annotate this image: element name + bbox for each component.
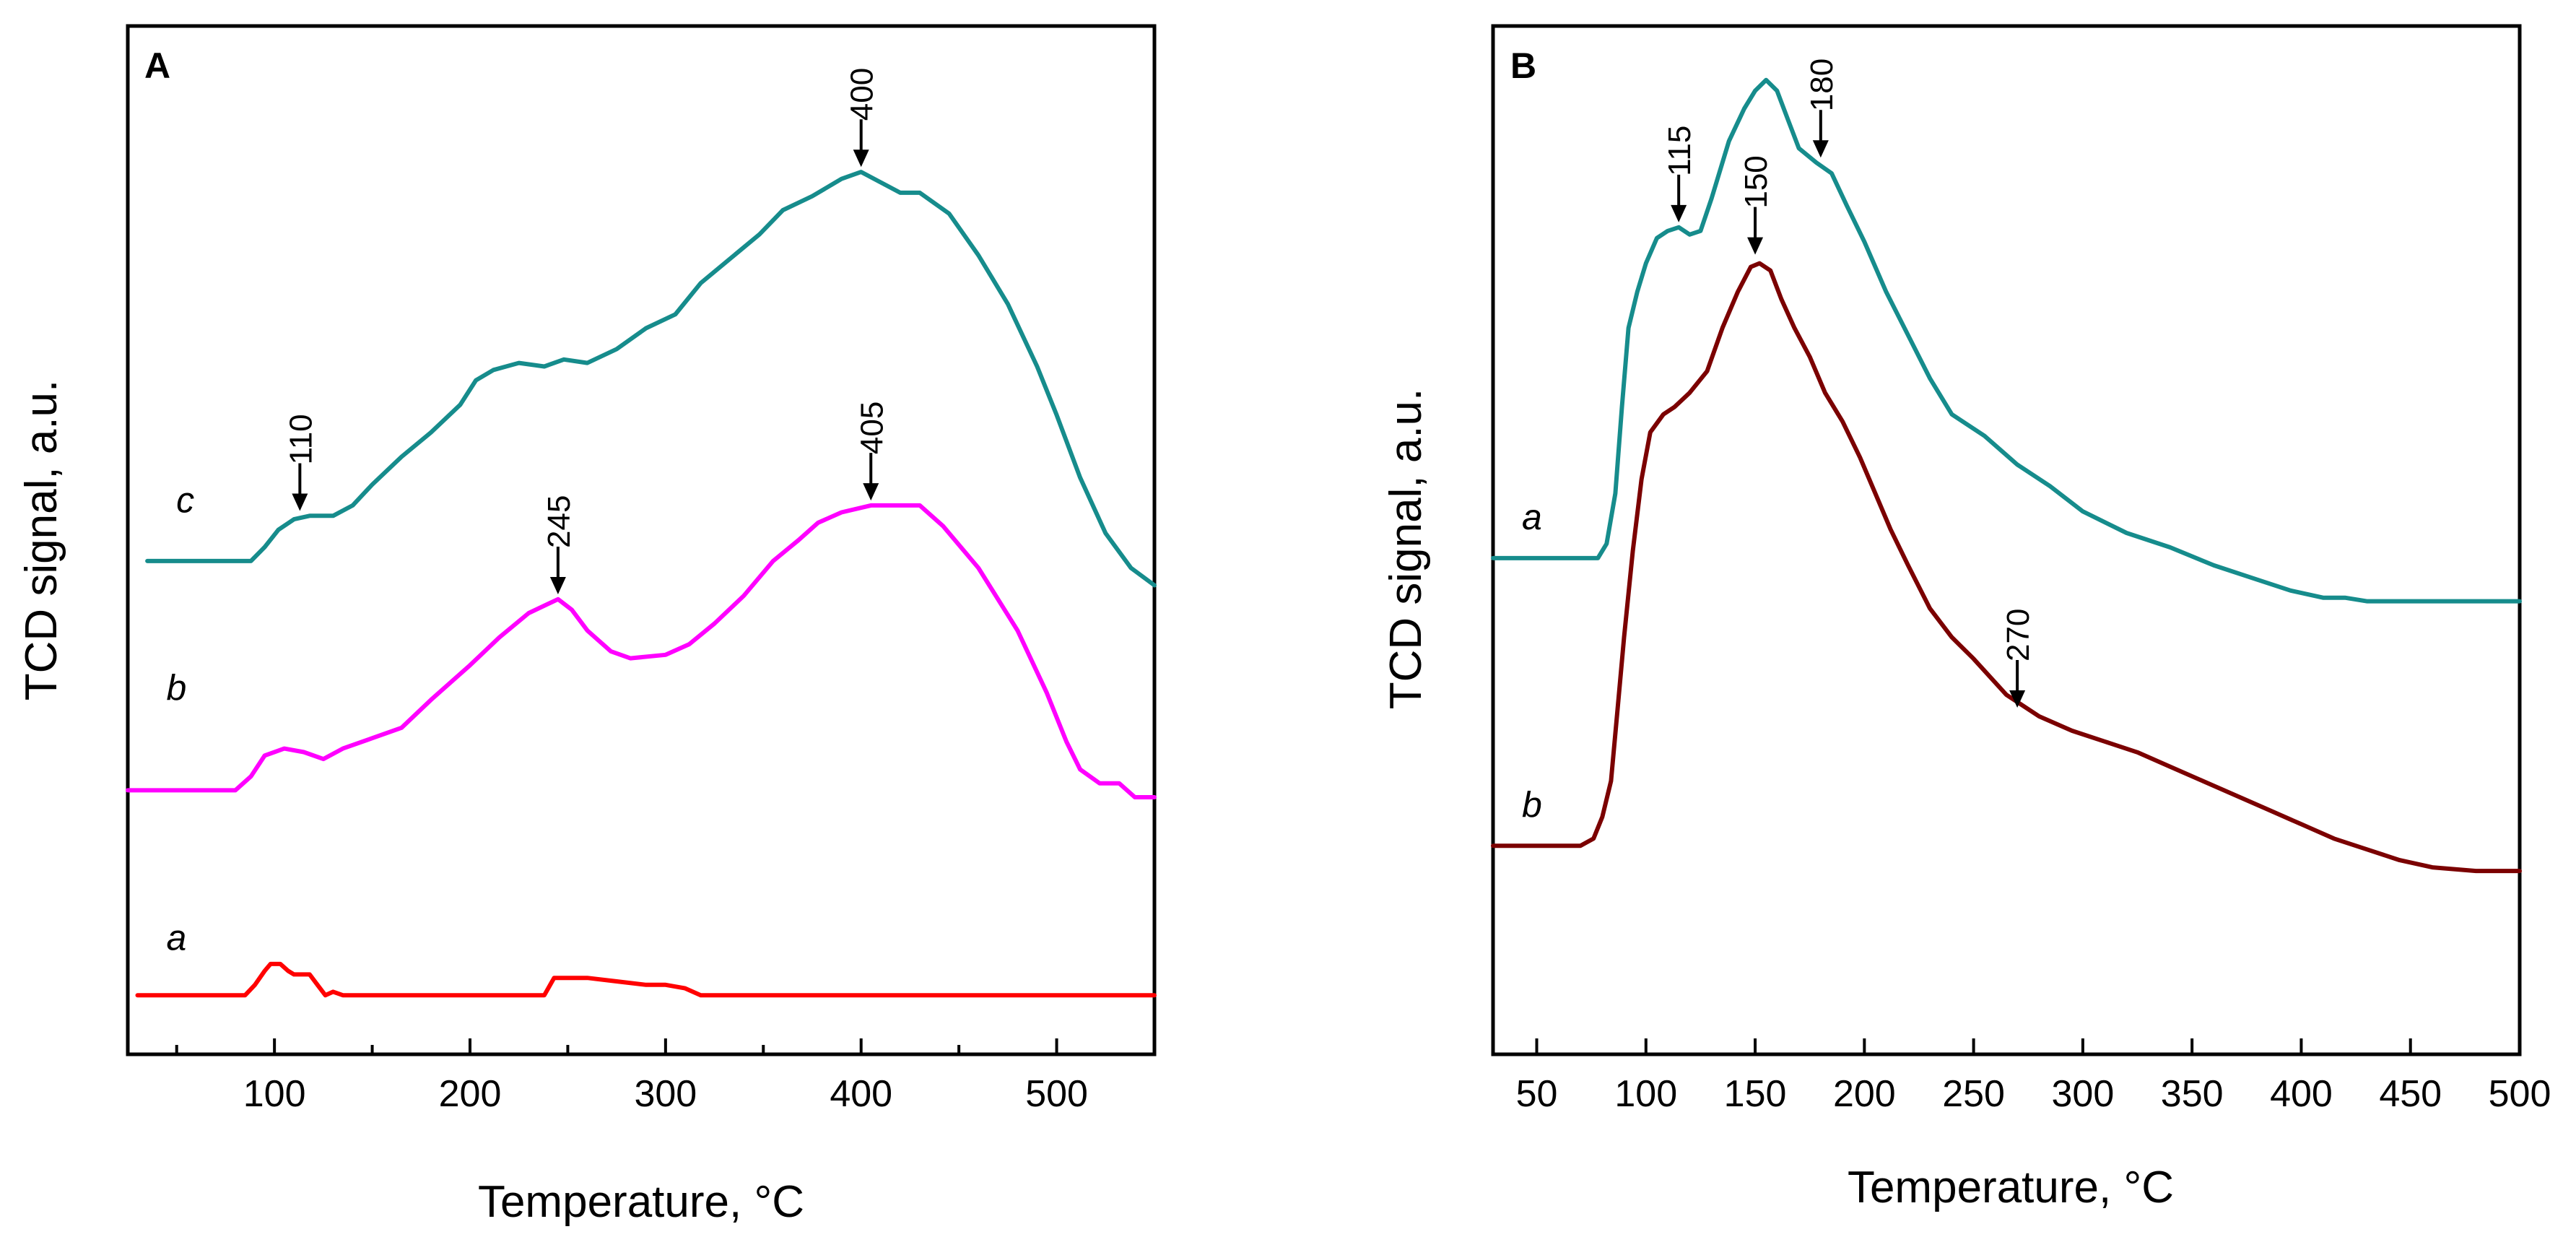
peak-annotation-b-180: 180 (1804, 58, 1840, 158)
y-axis-title-b: TCD signal, a.u. (1381, 389, 1431, 710)
curve-label-a-c: c (176, 480, 194, 521)
panel-label-b: B (1510, 45, 1536, 86)
arrow-head-a-400 (853, 149, 869, 168)
x-tick-label-a-400: 400 (830, 1073, 892, 1115)
plot-frame-b (1491, 24, 2522, 1056)
series-line-a-c (145, 170, 1157, 588)
peak-label-b-270: 270 (2001, 609, 2036, 661)
x-tick-label-b-250: 250 (1942, 1073, 2005, 1115)
arrow-head-a-245 (549, 576, 566, 594)
peak-label-b-180: 180 (1804, 58, 1840, 111)
x-tick-label-a-200: 200 (439, 1073, 502, 1115)
arrow-head-b-115 (1671, 204, 1687, 222)
x-tick-label-b-300: 300 (2052, 1073, 2115, 1115)
curve-labels-a: a b c (167, 480, 195, 958)
chart-panel-a: A Temperature, °C TCD signal, a.u. 100 20… (17, 24, 1157, 1227)
annotations-b: 115 180 150 270 (1662, 58, 2036, 708)
peak-annotation-a-245: 245 (541, 495, 577, 594)
series-line-b-b (1491, 261, 2522, 874)
series-line-a-b (126, 503, 1157, 799)
x-ticks-a: 100 200 300 400 500 (175, 1038, 1088, 1115)
annotations-a: 110 245 400 405 (283, 68, 889, 594)
plot-frame-a (126, 24, 1157, 1056)
x-tick-label-b-350: 350 (2161, 1073, 2224, 1115)
x-tick-label-b-50: 50 (1516, 1073, 1558, 1115)
arrow-head-b-180 (1812, 140, 1829, 158)
x-axis-title-a: Temperature, °C (478, 1177, 804, 1227)
x-axis-unit-a: °C (754, 1177, 804, 1227)
arrow-head-b-270 (2009, 690, 2026, 708)
peak-label-a-405: 405 (854, 402, 889, 454)
chart-panel-b: B Temperature, °C TCD signal, a.u. 50 100… (1381, 24, 2551, 1212)
x-ticks-b: 50 100 150 200 250 300 350 400 450 500 (1516, 1038, 2551, 1115)
x-tick-label-a-500: 500 (1025, 1073, 1088, 1115)
curve-label-b-b: b (1522, 784, 1542, 825)
peak-label-b-115: 115 (1662, 126, 1697, 176)
x-tick-label-b-150: 150 (1724, 1073, 1787, 1115)
series-line-b-a (1491, 77, 2522, 604)
x-tick-label-b-500: 500 (2489, 1073, 2551, 1115)
curve-labels-b: ab (1522, 497, 1542, 825)
x-tick-label-b-100: 100 (1614, 1073, 1677, 1115)
x-tick-label-b-200: 200 (1833, 1073, 1896, 1115)
series-group-b (1491, 77, 2522, 874)
peak-annotation-b-115: 115 (1662, 126, 1697, 222)
x-tick-label-a-100: 100 (243, 1073, 306, 1115)
x-tick-label-b-450: 450 (2379, 1073, 2442, 1115)
peak-annotation-b-270: 270 (2001, 609, 2036, 708)
curve-label-a-a: a (167, 918, 187, 958)
curve-label-a-b: b (167, 667, 187, 708)
x-axis-unit-b: °C (2123, 1163, 2174, 1212)
panel-label-a: A (144, 45, 170, 86)
curve-label-b-a: a (1522, 497, 1542, 537)
x-tick-label-b-400: 400 (2270, 1073, 2333, 1115)
series-line-a-a (135, 961, 1157, 998)
series-group-a (126, 170, 1157, 998)
x-axis-title-b: Temperature, °C (1848, 1163, 2174, 1212)
peak-label-a-110: 110 (283, 414, 318, 464)
x-tick-label-a-300: 300 (634, 1073, 697, 1115)
peak-label-a-245: 245 (541, 495, 577, 548)
peak-annotation-b-150: 150 (1739, 155, 1774, 255)
peak-annotation-a-110: 110 (283, 414, 318, 511)
peak-label-b-150: 150 (1739, 155, 1774, 208)
peak-label-a-400: 400 (845, 68, 880, 121)
peak-annotation-a-400: 400 (845, 68, 880, 168)
arrow-head-a-405 (863, 483, 879, 501)
arrow-head-b-150 (1747, 237, 1764, 255)
arrow-head-a-110 (292, 493, 308, 511)
y-axis-title-a: TCD signal, a.u. (17, 380, 66, 701)
peak-annotation-a-405: 405 (854, 402, 889, 501)
